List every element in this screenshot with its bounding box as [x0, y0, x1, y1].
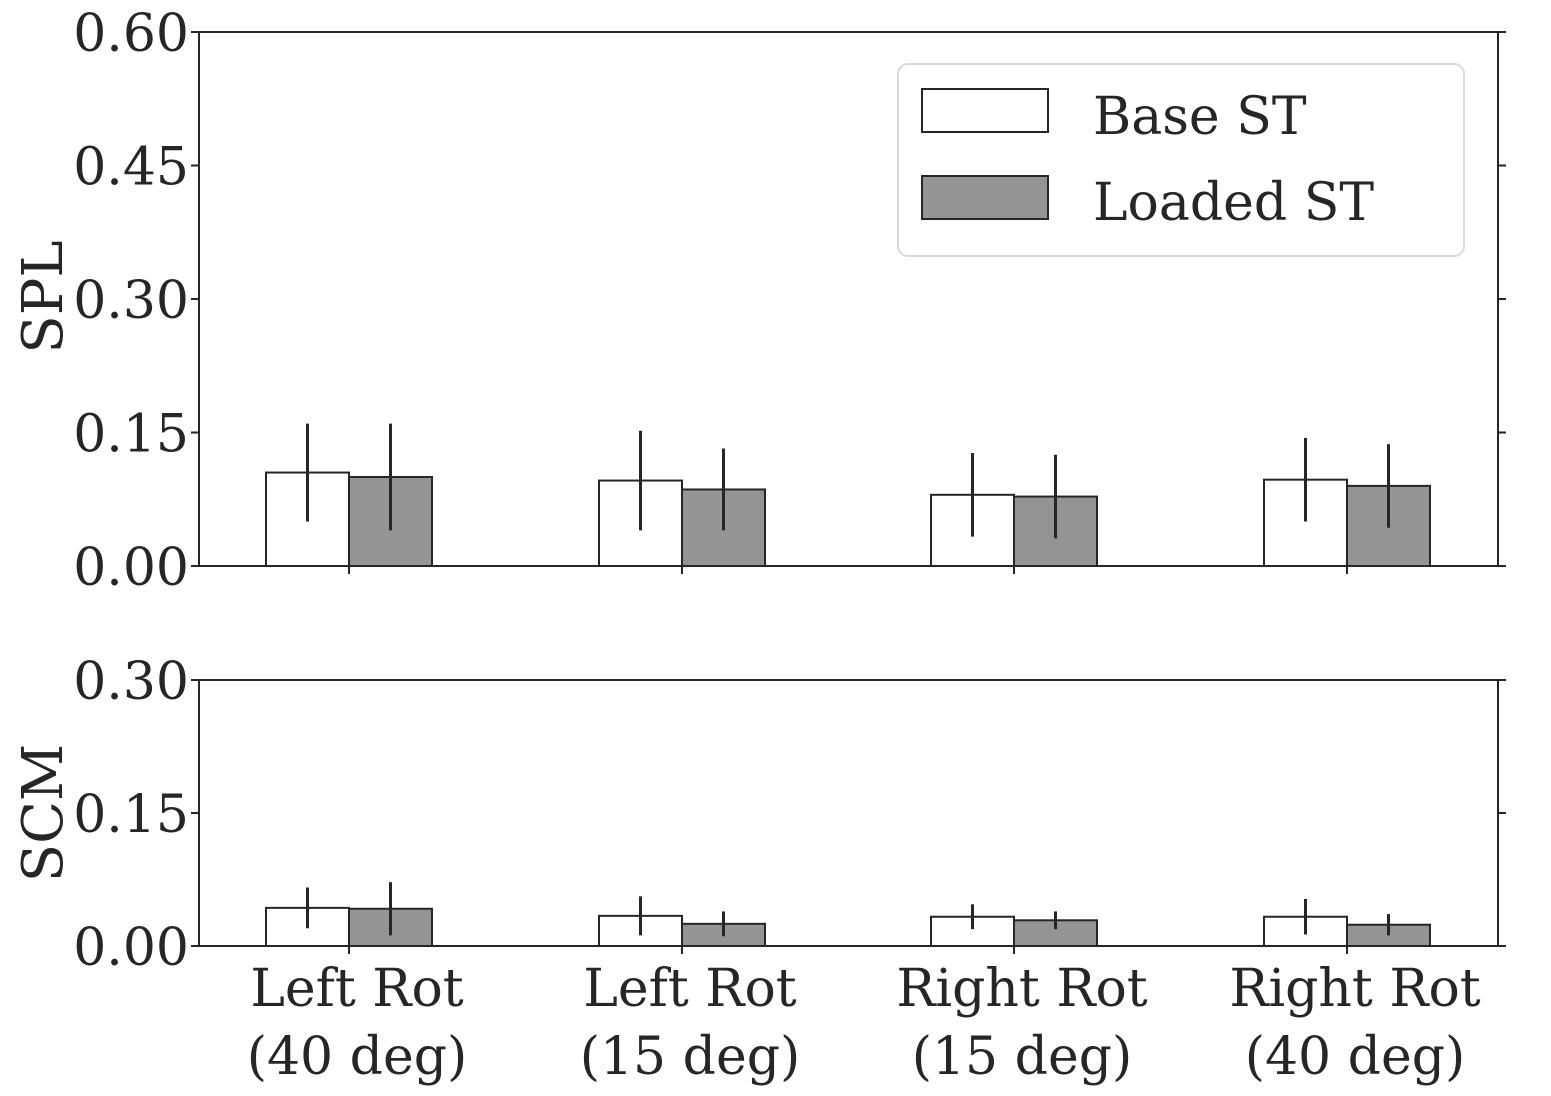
y-tick-label: 0.00	[73, 918, 189, 978]
x-tick-label: Left Rot (15 deg)	[580, 959, 801, 1087]
x-tick-label: Right Rot (40 deg)	[1229, 959, 1480, 1087]
legend-swatch-base-st	[921, 88, 1049, 133]
y-axis-title: SPL	[11, 240, 76, 353]
legend-label-base-st: Base ST	[1093, 87, 1307, 147]
y-axis-title: SCM	[11, 744, 76, 883]
spl-panel: 0.00 0.15 0.30 0.45 0.60 SPL	[11, 4, 1506, 598]
y-tick-label: 0.00	[73, 538, 189, 598]
scm-panel: 0.00 0.15 0.30 SCM	[11, 652, 1506, 978]
bar-base-st	[1263, 478, 1348, 568]
legend-label-loaded-st: Loaded ST	[1093, 173, 1374, 233]
y-tick-label: 0.45	[73, 138, 189, 198]
y-tick-label: 0.15	[73, 405, 189, 465]
legend: Base ST Loaded ST	[897, 63, 1465, 257]
y-tick-label: 0.60	[73, 4, 189, 64]
y-tick-label: 0.30	[73, 652, 189, 712]
y-tick-label: 0.15	[73, 785, 189, 845]
y-tick-label: 0.30	[73, 271, 189, 331]
category-labels: Left Rot (40 deg) Left Rot (15 deg) Right Ro…	[247, 959, 1481, 1087]
legend-swatch-loaded-st	[921, 175, 1049, 220]
x-tick-label: Right Rot (15 deg)	[896, 959, 1147, 1087]
x-tick-label: Left Rot (40 deg)	[247, 959, 468, 1087]
